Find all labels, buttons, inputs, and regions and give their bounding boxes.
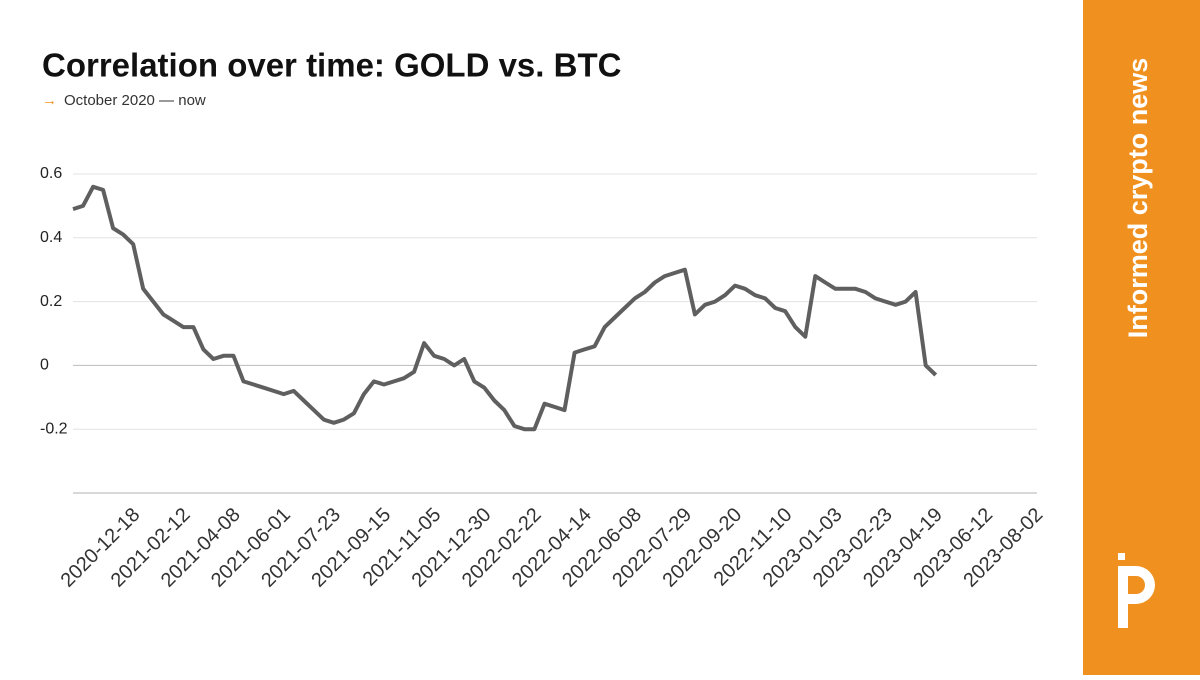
y-tick-label: 0.6	[40, 165, 62, 182]
brand-sidebar	[1083, 0, 1200, 675]
y-tick-label: 0.2	[40, 293, 62, 310]
logo-dot	[1118, 553, 1125, 560]
y-tick-label: 0	[40, 357, 49, 374]
y-tick-label: 0.4	[40, 229, 62, 246]
y-tick-label: -0.2	[40, 420, 68, 437]
logo-stem	[1118, 566, 1128, 628]
data-line	[72, 184, 938, 432]
chart-title: Correlation over time: GOLD vs. BTC	[42, 47, 621, 84]
subtitle-marker: →	[42, 92, 57, 109]
brand-text: Informed crypto news	[1123, 58, 1153, 339]
subtitle: October 2020 — now	[64, 92, 206, 109]
brand-logo	[1118, 553, 1155, 628]
logo-bowl	[1128, 566, 1155, 604]
